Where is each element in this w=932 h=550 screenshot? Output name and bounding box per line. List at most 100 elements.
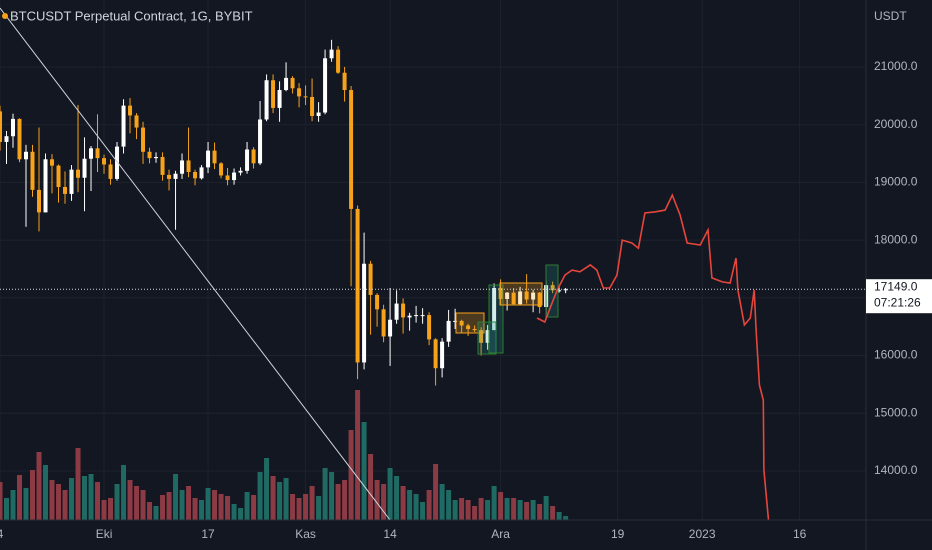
candle-body xyxy=(199,167,204,179)
candle-body xyxy=(121,105,126,147)
candle-body xyxy=(180,160,185,174)
volume-bar xyxy=(361,422,367,520)
candle-body xyxy=(323,58,328,113)
candle-body xyxy=(271,80,276,108)
y-tick-label: 18000.0 xyxy=(874,232,918,246)
last-price-label: 17149.0 xyxy=(874,279,918,293)
volume-bar xyxy=(88,474,94,520)
pattern-box xyxy=(499,282,543,306)
volume-bar xyxy=(472,506,478,520)
volume-bar xyxy=(186,486,192,520)
volume-bar xyxy=(478,498,484,520)
candle-body xyxy=(336,49,341,73)
candle-body xyxy=(505,292,510,299)
y-tick-label: 20000.0 xyxy=(874,117,918,131)
candle-body xyxy=(440,341,445,369)
volume-bar xyxy=(43,465,49,520)
volume-bar xyxy=(465,500,471,520)
volume-bar xyxy=(127,480,133,520)
volume-bar xyxy=(426,490,432,520)
candle-body xyxy=(212,150,217,164)
volume-bar xyxy=(491,486,497,520)
pattern-box xyxy=(455,312,485,334)
pattern-box xyxy=(477,321,497,355)
candle-body xyxy=(485,330,490,343)
volume-bar xyxy=(147,502,153,520)
candle-body xyxy=(388,319,393,337)
candle-body xyxy=(4,136,9,142)
candle-body xyxy=(316,112,321,117)
candle-body xyxy=(69,169,74,194)
volume-bar xyxy=(264,458,270,520)
candle-body xyxy=(102,158,107,165)
candle-body xyxy=(76,169,81,178)
candle-body xyxy=(264,80,269,120)
candle-body xyxy=(427,315,432,340)
volume-bar xyxy=(257,472,263,520)
candle-body xyxy=(225,175,230,181)
volume-bar xyxy=(56,484,62,520)
y-tick-label: 14000.0 xyxy=(874,463,918,477)
volume-bar xyxy=(95,482,101,520)
candle-body xyxy=(193,171,198,179)
volume-bar xyxy=(550,506,556,520)
candle-body xyxy=(453,320,458,322)
candle-body xyxy=(56,165,61,187)
volume-bar xyxy=(0,482,3,520)
x-tick-label: 17 xyxy=(201,527,215,541)
volume-bar xyxy=(140,490,146,520)
candle-body xyxy=(115,146,120,179)
volume-bar xyxy=(381,484,387,520)
x-tick-label: 16 xyxy=(793,527,807,541)
candle-body xyxy=(30,151,35,190)
candle-body xyxy=(0,111,2,142)
volume-bar xyxy=(316,496,322,520)
candle-body xyxy=(238,170,243,173)
candle-body xyxy=(160,156,165,175)
x-tick-label: Eki xyxy=(96,527,113,541)
volume-bar xyxy=(433,464,439,520)
volume-bar xyxy=(134,486,140,520)
candle-body xyxy=(355,208,360,363)
candle-body xyxy=(362,263,367,363)
volume-bar xyxy=(270,476,276,520)
candle-body xyxy=(251,149,256,164)
candle-body xyxy=(89,148,94,159)
volume-bar xyxy=(30,470,36,520)
volume-bar xyxy=(452,500,458,520)
volume-bar xyxy=(17,475,23,520)
volume-bar xyxy=(394,476,400,520)
projection-line xyxy=(536,193,770,521)
volume-bar xyxy=(322,468,328,520)
volume-bar xyxy=(192,498,198,520)
y-tick-label: 15000.0 xyxy=(874,405,918,419)
candle-body xyxy=(219,163,224,176)
volume-bar xyxy=(530,500,536,520)
volume-bar xyxy=(160,495,166,520)
candle-body xyxy=(446,320,451,342)
countdown-label: 07:21:26 xyxy=(874,295,921,309)
candle-body xyxy=(17,118,22,160)
candle-body xyxy=(492,287,497,331)
volume-bar xyxy=(543,496,549,520)
candle-body xyxy=(154,156,159,159)
candle-body xyxy=(277,90,282,108)
volume-bar xyxy=(407,490,413,520)
candle-body xyxy=(368,263,373,295)
candle-body xyxy=(407,315,412,318)
candle-body xyxy=(95,148,100,159)
volume-bar xyxy=(342,480,348,520)
volume-bar xyxy=(166,492,172,520)
candle-body xyxy=(108,164,113,179)
candle-body xyxy=(401,303,406,318)
y-axis-label: USDT xyxy=(874,9,907,23)
volume-bar xyxy=(101,500,107,520)
candle-body xyxy=(147,151,152,159)
volume-bar xyxy=(335,484,341,520)
candle-body xyxy=(167,174,172,179)
x-tick-label: 4 xyxy=(0,527,4,541)
y-tick-label: 21000.0 xyxy=(874,59,918,73)
candle-body xyxy=(134,115,139,128)
candle-body xyxy=(128,105,133,116)
